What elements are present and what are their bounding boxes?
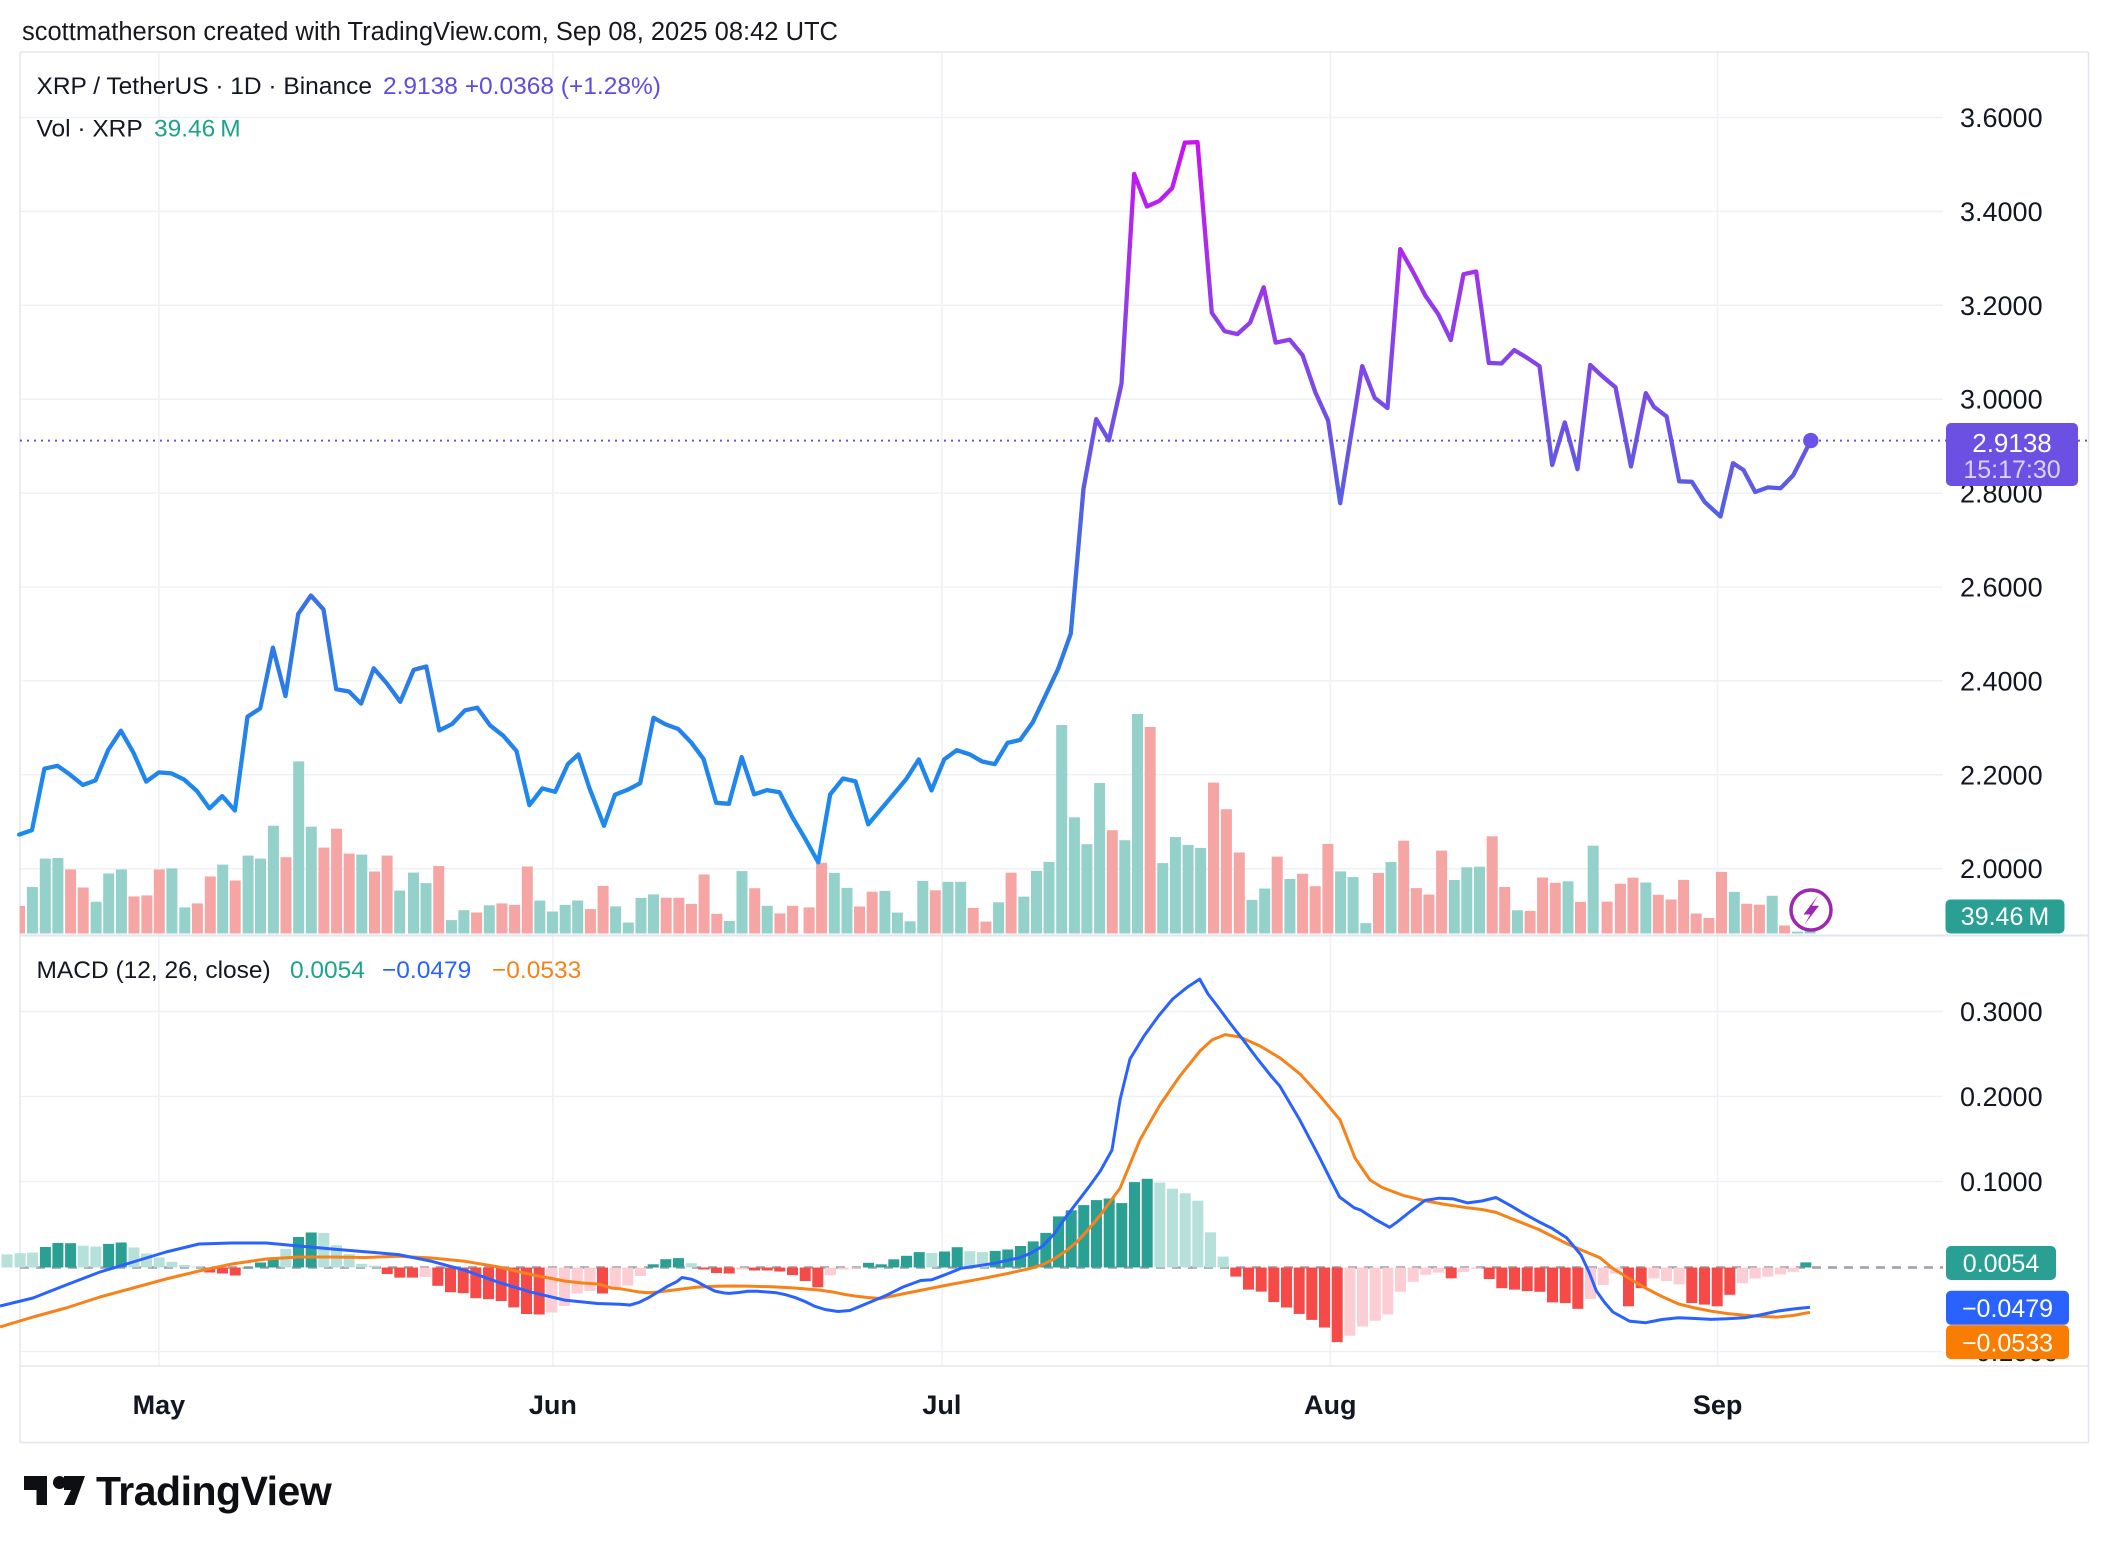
svg-text:2.4000: 2.4000 — [1960, 666, 2043, 696]
svg-text:Jul: Jul — [922, 1390, 961, 1420]
svg-text:−0.0479: −0.0479 — [1962, 1295, 2053, 1323]
svg-text:3.6000: 3.6000 — [1960, 103, 2043, 133]
svg-text:2.9138 +0.0368 (+1.28%): 2.9138 +0.0368 (+1.28%) — [383, 73, 661, 100]
svg-text:−0.0479: −0.0479 — [382, 957, 471, 984]
svg-text:0.3000: 0.3000 — [1960, 997, 2043, 1027]
svg-text:TradingView: TradingView — [96, 1468, 332, 1514]
svg-text:0.0054: 0.0054 — [1963, 1250, 2040, 1278]
svg-text:0.1000: 0.1000 — [1960, 1167, 2043, 1197]
svg-text:3.0000: 3.0000 — [1960, 385, 2043, 415]
svg-text:39.46 M: 39.46 M — [1961, 903, 2049, 931]
svg-text:39.46 M: 39.46 M — [154, 116, 241, 143]
svg-text:2.0000: 2.0000 — [1960, 854, 2043, 884]
svg-text:scottmatherson created with Tr: scottmatherson created with TradingView.… — [22, 18, 838, 46]
svg-text:2.9138: 2.9138 — [1972, 428, 2052, 458]
svg-text:Vol · XRP: Vol · XRP — [37, 116, 143, 143]
svg-text:XRP / TetherUS · 1D · Binance: XRP / TetherUS · 1D · Binance — [37, 73, 372, 100]
svg-text:Aug: Aug — [1304, 1390, 1356, 1420]
svg-text:Sep: Sep — [1693, 1390, 1743, 1420]
svg-text:−0.0533: −0.0533 — [492, 957, 581, 984]
svg-text:0.2000: 0.2000 — [1960, 1082, 2043, 1112]
svg-text:Jun: Jun — [529, 1390, 577, 1420]
svg-text:2.6000: 2.6000 — [1960, 573, 2043, 603]
svg-text:3.4000: 3.4000 — [1960, 197, 2043, 227]
svg-text:MACD (12, 26, close): MACD (12, 26, close) — [37, 957, 271, 984]
svg-text:3.2000: 3.2000 — [1960, 291, 2043, 321]
svg-text:2.2000: 2.2000 — [1960, 760, 2043, 790]
svg-text:−0.0533: −0.0533 — [1962, 1330, 2053, 1358]
svg-text:15:17:30: 15:17:30 — [1963, 456, 2060, 484]
svg-text:0.0054: 0.0054 — [290, 957, 365, 984]
svg-text:May: May — [133, 1390, 186, 1420]
